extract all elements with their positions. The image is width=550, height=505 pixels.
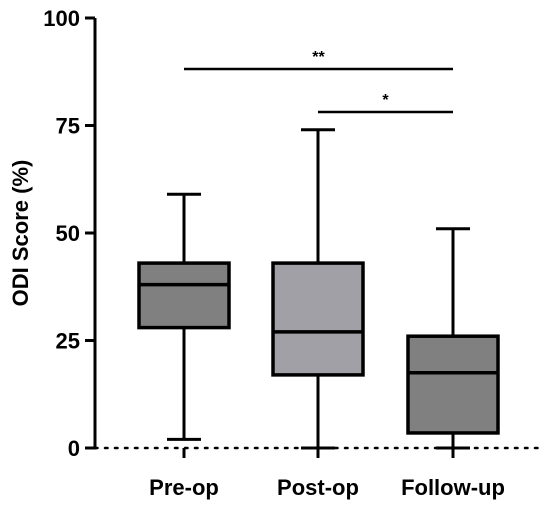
- box-follow-up: [406, 227, 500, 450]
- y-tick-label-100: 100: [43, 6, 80, 31]
- iqr-box: [137, 261, 231, 330]
- iqr-box: [271, 261, 365, 377]
- box-pre-op: [137, 192, 231, 441]
- x-category-label-0: Pre-op: [149, 475, 219, 500]
- y-tick-label-25: 25: [56, 329, 80, 354]
- significance-label-1: *: [382, 92, 389, 109]
- iqr-box: [406, 334, 500, 435]
- y-tick-label-0: 0: [68, 436, 80, 461]
- x-category-label-2: Follow-up: [401, 475, 505, 500]
- plot-layer: ***: [137, 49, 500, 450]
- x-category-label-1: Post-op: [277, 475, 359, 500]
- y-tick-label-75: 75: [56, 114, 80, 139]
- significance-label-0: **: [312, 49, 325, 66]
- y-tick-label-50: 50: [56, 221, 80, 246]
- box-post-op: [271, 128, 365, 450]
- y-axis-title: ODI Score (%): [8, 160, 33, 307]
- axis-layer: 0 25 50 75 100 Pre-op Post-op Follow-up: [43, 6, 547, 500]
